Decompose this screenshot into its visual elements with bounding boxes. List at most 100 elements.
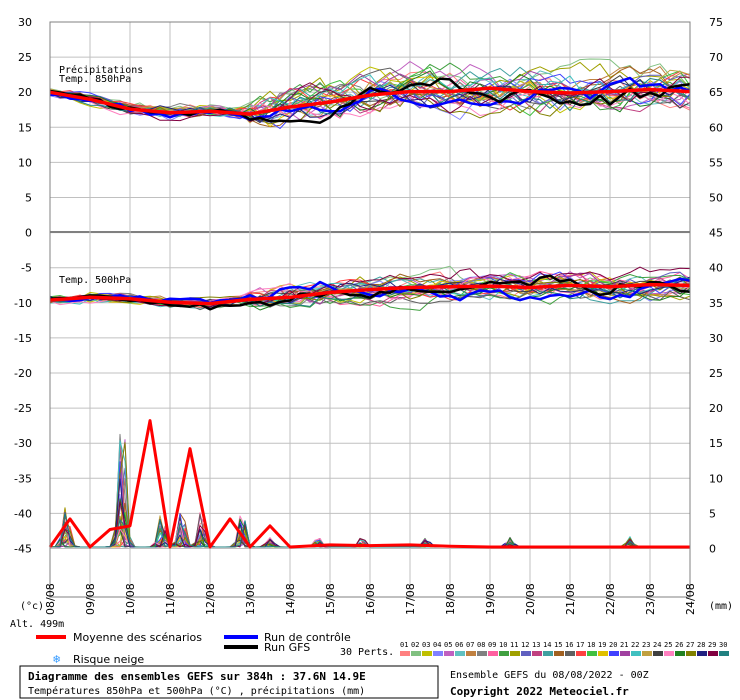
pert-swatch: [565, 651, 575, 656]
x-tick: 20/08: [524, 583, 537, 615]
unit-left: (°c): [20, 601, 44, 612]
x-tick: 21/08: [564, 583, 577, 615]
pert-swatch: [554, 651, 564, 656]
mean-series-500: [49, 282, 691, 306]
x-tick: 08/08: [44, 583, 57, 615]
pert-swatch: [598, 651, 608, 656]
pert-number: 30: [719, 641, 727, 649]
pert-swatch: [521, 651, 531, 656]
axes: 302520151050-5-10-15-20-25-30-35-40-4575…: [14, 16, 723, 615]
pert-number: 09: [488, 641, 496, 649]
pert-number: 24: [653, 641, 661, 649]
y-left-tick: 5: [25, 192, 32, 205]
pert-swatch: [653, 651, 663, 656]
ensemble-member-850: [49, 76, 691, 122]
pert-number: 25: [664, 641, 672, 649]
y-left-tick: -35: [14, 472, 32, 485]
pert-swatch: [532, 651, 542, 656]
pert-swatch: [719, 651, 729, 656]
y-left-tick: -10: [14, 297, 32, 310]
unit-right: (mm): [709, 601, 733, 612]
pert-number: 18: [587, 641, 595, 649]
pert-number: 08: [477, 641, 485, 649]
pert-number: 07: [466, 641, 474, 649]
run-info: Ensemble GEFS du 08/08/2022 - 00Z: [450, 670, 649, 681]
pert-number: 15: [554, 641, 562, 649]
y-right-tick: 35: [709, 297, 723, 310]
pert-swatch: [576, 651, 586, 656]
x-tick: 17/08: [404, 583, 417, 615]
pert-swatch: [543, 651, 553, 656]
y-right-tick: 5: [709, 507, 716, 520]
altitude: Alt. 499m: [10, 619, 64, 630]
mean-series-precip: [48, 419, 690, 549]
x-tick: 23/08: [644, 583, 657, 615]
y-right-tick: 70: [709, 51, 723, 64]
pert-number: 01: [400, 641, 408, 649]
pert-swatch: [631, 651, 641, 656]
x-tick: 11/08: [164, 583, 177, 615]
x-tick: 24/08: [684, 583, 697, 615]
pert-number: 19: [598, 641, 606, 649]
mean-series-850: [49, 86, 691, 116]
y-left-tick: 0: [25, 227, 32, 240]
y-right-tick: 65: [709, 86, 723, 99]
legend-snow: Risque neige: [73, 653, 144, 666]
legend-control: Run de contrôle: [264, 631, 351, 644]
pert-swatch: [587, 651, 597, 656]
y-right-tick: 45: [709, 227, 723, 240]
pert-legend: 01 02 03 04 05 06 07 08 09 10 11 12 13 14 15 16 17 18 19 20…: [400, 641, 729, 656]
y-left-tick: 10: [18, 156, 32, 169]
pert-swatch: [499, 651, 509, 656]
pert-swatch: [411, 651, 421, 656]
pert-swatch: [510, 651, 520, 656]
x-tick: 13/08: [244, 583, 257, 615]
y-right-tick: 50: [709, 192, 723, 205]
ensemble-member-850: [49, 65, 691, 128]
pert-number: 23: [642, 641, 650, 649]
y-right-tick: 15: [709, 437, 723, 450]
pert-number: 13: [532, 641, 540, 649]
y-left-tick: 15: [18, 121, 32, 134]
pert-number: 06: [455, 641, 463, 649]
pert-number: 12: [521, 641, 529, 649]
x-tick: 14/08: [284, 583, 297, 615]
x-tick: 09/08: [84, 583, 97, 615]
y-right-tick: 10: [709, 472, 723, 485]
pert-swatch: [642, 651, 652, 656]
pert-number: 04: [433, 641, 441, 649]
y-left-tick: -45: [14, 543, 32, 556]
x-tick: 10/08: [124, 583, 137, 615]
x-tick: 22/08: [604, 583, 617, 615]
pert-number: 27: [686, 641, 694, 649]
pert-swatch: [433, 651, 443, 656]
pert-swatch: [675, 651, 685, 656]
y-left-tick: -30: [14, 437, 32, 450]
y-right-tick: 75: [709, 16, 723, 29]
pert-number: 02: [411, 641, 419, 649]
pert-swatch: [455, 651, 465, 656]
y-left-tick: 25: [18, 51, 32, 64]
y-right-tick: 25: [709, 367, 723, 380]
y-right-tick: 20: [709, 402, 723, 415]
pert-number: 17: [576, 641, 584, 649]
pert-number: 05: [444, 641, 452, 649]
y-right-tick: 30: [709, 332, 723, 345]
y-left-tick: 30: [18, 16, 32, 29]
x-tick: 19/08: [484, 583, 497, 615]
pert-number: 16: [565, 641, 573, 649]
footer-subtitle: Températures 850hPa et 500hPa (°C) , pré…: [28, 685, 365, 697]
pert-swatch: [686, 651, 696, 656]
x-tick: 12/08: [204, 583, 217, 615]
footer-title: Diagramme des ensembles GEFS sur 384h : …: [28, 670, 366, 683]
pert-number: 14: [543, 641, 551, 649]
y-left-tick: -15: [14, 332, 32, 345]
pert-number: 11: [510, 641, 518, 649]
x-tick: 15/08: [324, 583, 337, 615]
x-tick: 18/08: [444, 583, 457, 615]
pert-swatch: [488, 651, 498, 656]
y-left-tick: 20: [18, 86, 32, 99]
label-temp-850: Temp. 850hPa: [59, 74, 131, 85]
label-temp-500: Temp. 500hPa: [59, 275, 131, 286]
